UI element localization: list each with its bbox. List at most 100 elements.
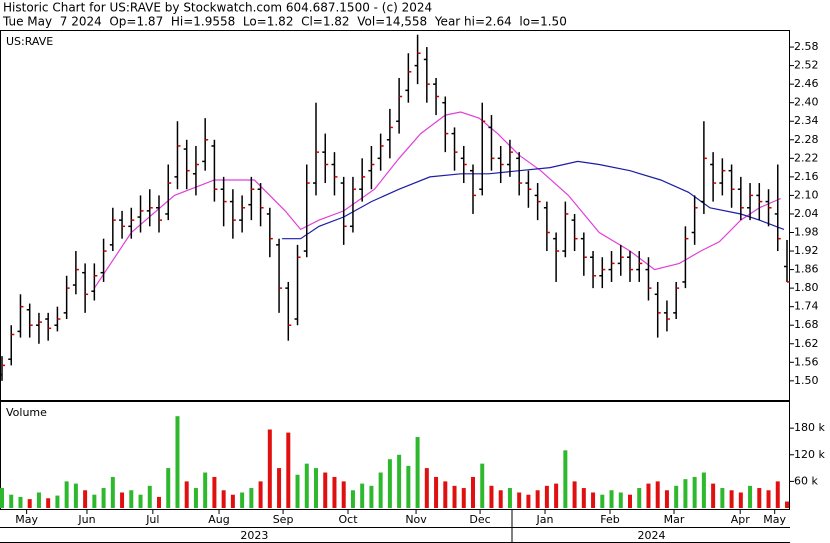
volume-bar [554, 483, 559, 508]
volume-bar [748, 485, 753, 508]
symbol-label: US:RAVE [6, 35, 53, 48]
x-tick-label: Jan [536, 513, 554, 526]
volume-bar [369, 485, 374, 508]
volume-bar [101, 488, 106, 508]
volume-bar [166, 468, 171, 508]
y-tick-label: 2.46 [794, 77, 819, 90]
volume-bar [572, 481, 577, 508]
y-tick-label: 120 k [794, 448, 825, 461]
volume-bar [286, 432, 291, 508]
x-tick-label: May [15, 513, 38, 526]
header-line: Historic Chart for US:RAVE by Stockwatch… [3, 1, 432, 15]
volume-bar [489, 485, 494, 508]
volume-bar [184, 481, 189, 508]
volume-bar [766, 490, 771, 508]
volume-bar [341, 481, 346, 508]
volume-bar [221, 490, 226, 508]
volume-bar [591, 492, 596, 508]
x-tick-label: Feb [600, 513, 619, 526]
y-tick-label: 180 k [794, 421, 825, 434]
volume-bar [471, 476, 475, 508]
volume-bar [203, 472, 208, 508]
volume-bar [249, 488, 254, 508]
volume-bar [323, 472, 328, 508]
year-label: 2024 [638, 529, 666, 542]
x-tick-label: Aug [208, 513, 229, 526]
volume-bar [424, 468, 429, 508]
volume-bar [27, 499, 32, 508]
volume-bar [646, 483, 651, 508]
volume-bar [240, 492, 245, 508]
y-tick-label: 1.68 [794, 318, 819, 331]
volume-bar [36, 492, 41, 508]
volume-bar [628, 494, 632, 508]
volume-bar [609, 490, 614, 508]
volume-bar [535, 490, 540, 508]
volume-bar [637, 488, 642, 508]
y-tick-label: 1.62 [794, 337, 819, 350]
volume-bar [378, 472, 383, 508]
x-tick-label: Jun [77, 513, 95, 526]
price-frame [0, 30, 790, 401]
volume-bar [277, 468, 282, 508]
volume-bar [350, 490, 355, 508]
volume-bar [55, 495, 60, 508]
volume-bar [129, 490, 134, 508]
volume-bar [387, 459, 392, 508]
x-tick-label: Jul [145, 513, 159, 526]
volume-bar [729, 490, 734, 508]
volume-bar [92, 494, 97, 508]
y-tick-label: 1.56 [794, 355, 819, 368]
volume-bar [46, 498, 51, 508]
volume-bar [9, 494, 14, 508]
volume-bar [692, 476, 697, 508]
y-tick-label: 2.10 [794, 188, 819, 201]
volume-bar [212, 476, 217, 508]
volume-bar [18, 496, 23, 508]
volume-bar [517, 492, 522, 508]
x-tick-label: Nov [405, 513, 427, 526]
volume-bar [507, 488, 512, 508]
x-tick-label: Sep [273, 513, 294, 526]
header-line: Tue May 7 2024 Op=1.87 Hi=1.9558 Lo=1.82… [2, 15, 567, 29]
volume-bar [674, 485, 679, 508]
volume-bar [526, 494, 531, 508]
volume-bar [0, 488, 4, 508]
volume-bar [461, 488, 466, 508]
y-tick-label: 2.16 [794, 170, 819, 183]
volume-bar [775, 481, 780, 508]
volume-bar [397, 454, 402, 508]
volume-bar [406, 465, 411, 508]
volume-bar [785, 501, 789, 508]
volume-bar [434, 476, 439, 508]
x-tick-label: May [763, 513, 786, 526]
volume-label: Volume [6, 406, 47, 419]
volume-bar [314, 468, 318, 508]
x-tick-label: Oct [339, 513, 359, 526]
y-tick-label: 2.34 [794, 114, 819, 127]
volume-bar [64, 481, 69, 508]
x-tick-label: Dec [469, 513, 490, 526]
volume-bar [157, 496, 161, 508]
volume-bar [655, 481, 660, 508]
moving-average [282, 160, 785, 240]
volume-bar [452, 485, 457, 508]
volume-bar [683, 479, 688, 508]
volume-bar [295, 474, 300, 508]
y-tick-label: 2.22 [794, 151, 819, 164]
volume-bar [360, 483, 365, 508]
volume-bar [757, 488, 762, 508]
volume-bar [480, 463, 485, 508]
moving-average [93, 111, 782, 289]
y-tick-label: 2.58 [794, 40, 819, 53]
y-tick-label: 2.52 [794, 59, 819, 72]
volume-bar [258, 481, 263, 508]
y-tick-label: 1.50 [794, 374, 819, 387]
volume-bar [701, 472, 706, 508]
volume-bar [581, 488, 586, 508]
y-tick-label: 2.04 [794, 207, 819, 220]
x-tick-label: Mar [664, 513, 685, 526]
volume-frame [0, 401, 790, 510]
volume-bar [83, 490, 88, 508]
y-tick-label: 1.92 [794, 244, 819, 257]
